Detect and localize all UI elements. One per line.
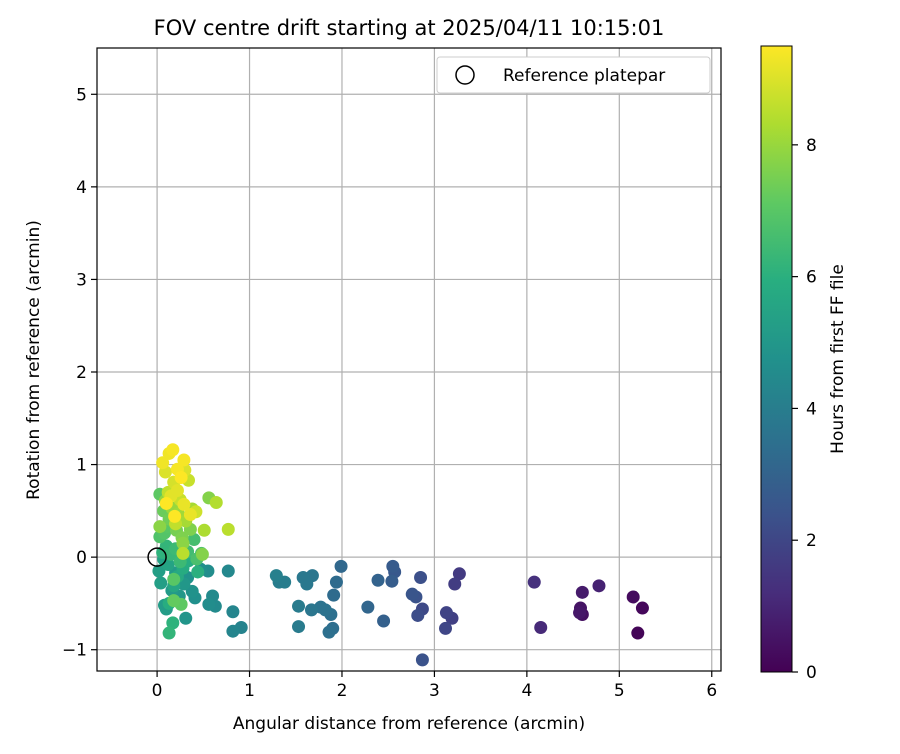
data-point [176,546,190,560]
data-point [414,571,428,585]
y-tick-label: 1 [76,456,87,476]
data-point [170,483,184,497]
data-point [153,520,167,534]
x-tick-label: 3 [429,681,440,701]
x-tick-label: 2 [337,681,348,701]
data-point [191,565,205,579]
data-point [386,559,400,573]
data-point [575,585,589,599]
data-point [185,584,199,598]
data-point [166,443,180,457]
data-point [573,606,587,620]
data-point [635,601,649,615]
data-point [156,456,170,470]
x-axis-label: Angular distance from reference (arcmin) [233,714,585,734]
data-point [174,471,188,485]
x-axis-ticks: 0 1 2 3 4 5 6 [152,671,717,701]
reference-platepar-marker [147,547,167,567]
data-point [411,608,425,622]
data-point [329,575,343,589]
x-tick-label: 1 [244,681,255,701]
data-points [152,443,649,667]
data-point [179,611,193,625]
y-tick-label: 5 [76,85,87,105]
data-point [197,523,211,537]
y-tick-label: 4 [76,178,87,198]
data-point [162,626,176,640]
data-point [327,588,341,602]
data-point [152,564,166,578]
data-point [269,569,283,583]
data-point [626,590,640,604]
data-point [226,624,240,638]
data-point [415,653,429,667]
data-point [592,579,606,593]
data-point [226,605,240,619]
colorbar-tick-label: 2 [806,531,817,551]
colorbar-tick-label: 6 [806,268,817,288]
colorbar-gradient [760,45,793,673]
y-axis-ticks: −1 0 1 2 3 4 5 [62,85,97,661]
data-point [177,453,191,467]
data-point [187,533,201,547]
data-point [385,574,399,588]
data-point [322,625,336,639]
data-point [167,594,181,608]
data-point [304,603,318,617]
legend: Reference platepar [436,56,711,94]
data-point [183,508,197,522]
legend-reference-marker-icon [455,65,475,85]
chart-title: FOV centre drift starting at 2025/04/11 … [154,16,665,40]
x-tick-label: 5 [614,681,625,701]
data-point [168,509,182,523]
legend-box [436,56,711,94]
x-tick-label: 4 [521,681,532,701]
data-point [377,614,391,628]
colorbar-tick-label: 0 [806,663,817,683]
data-point [166,616,180,630]
data-point [167,572,181,586]
data-point [221,522,235,536]
data-point [292,599,306,613]
y-tick-label: −1 [62,641,87,661]
data-point [405,587,419,601]
data-point [154,576,168,590]
x-tick-label: 0 [152,681,163,701]
grid [97,48,721,671]
y-axis-label: Rotation from reference (arcmin) [24,220,44,500]
data-point [631,626,645,640]
y-tick-label: 3 [76,270,87,290]
data-point [202,597,216,611]
data-point [361,600,375,614]
y-tick-label: 2 [76,363,87,383]
data-point [221,564,235,578]
data-point [177,497,191,511]
data-point [334,559,348,573]
data-point [534,620,548,634]
colorbar-tick-label: 4 [806,399,817,419]
y-tick-label: 0 [76,548,87,568]
data-point [292,620,306,634]
data-point [371,573,385,587]
data-point [209,496,223,510]
data-point [159,496,173,510]
colorbar-tick-label: 8 [806,136,817,156]
data-point [448,577,462,591]
data-point [439,606,453,620]
plot-frame [96,47,722,672]
data-point [195,547,209,561]
colorbar-ticks: 0 2 4 6 8 [792,136,817,683]
data-point [527,575,541,589]
x-tick-label: 6 [706,681,717,701]
colorbar-label: Hours from first FF file [828,264,848,454]
colorbar: 0 2 4 6 8 Hours from first FF file [760,45,848,683]
data-point [176,536,190,550]
data-point [296,571,310,585]
legend-entry-reference-platepar: Reference platepar [503,66,665,86]
data-point [439,621,453,635]
data-point [452,567,466,581]
